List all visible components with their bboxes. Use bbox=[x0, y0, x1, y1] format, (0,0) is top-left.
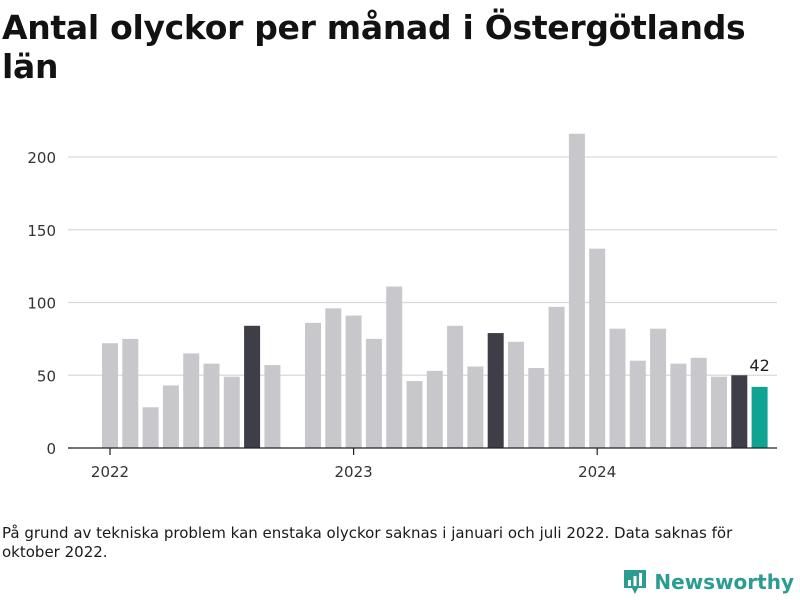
chart-title: Antal olyckor per månad i Östergötlands … bbox=[2, 8, 746, 86]
bar bbox=[122, 338, 139, 448]
bar bbox=[264, 365, 281, 448]
bar bbox=[345, 315, 362, 448]
x-tick-label: 2024 bbox=[578, 463, 616, 481]
bar bbox=[142, 407, 159, 448]
bar bbox=[365, 338, 382, 448]
bar bbox=[406, 381, 423, 448]
bar bbox=[244, 325, 261, 448]
bar bbox=[609, 328, 626, 448]
footnote: På grund av tekniska problem kan enstaka… bbox=[2, 524, 733, 561]
x-tick-label: 2023 bbox=[335, 463, 373, 481]
bar bbox=[670, 363, 687, 448]
y-tick-label: 200 bbox=[27, 149, 56, 167]
x-tick-label: 2022 bbox=[91, 463, 129, 481]
bar bbox=[548, 306, 565, 448]
bar bbox=[629, 360, 646, 448]
newsworthy-logo-icon bbox=[624, 570, 647, 594]
bar bbox=[690, 357, 707, 448]
bar bbox=[426, 370, 443, 448]
bar bbox=[731, 375, 748, 448]
bar bbox=[203, 363, 220, 448]
bar bbox=[467, 366, 484, 448]
bar bbox=[162, 385, 179, 448]
bar bbox=[711, 376, 727, 448]
y-tick-label: 100 bbox=[27, 295, 56, 313]
axes: 0 50 100 150 200 2022 2023 2024 bbox=[27, 149, 777, 481]
bar bbox=[650, 328, 667, 448]
bar bbox=[589, 248, 606, 448]
bar bbox=[305, 322, 321, 448]
bar bbox=[325, 308, 342, 448]
bar bbox=[487, 333, 504, 448]
bar bbox=[223, 376, 240, 448]
bar bbox=[528, 367, 545, 448]
gridlines bbox=[68, 156, 777, 376]
value-label: 42 bbox=[749, 356, 769, 375]
bar bbox=[508, 341, 524, 448]
y-tick-label: 50 bbox=[37, 367, 56, 385]
bars: 42 bbox=[102, 133, 770, 448]
bar bbox=[386, 286, 403, 448]
bar-chart: 42 0 50 100 150 200 2022 2023 2024 bbox=[27, 133, 777, 481]
brand-name: Newsworthy bbox=[654, 570, 794, 594]
bar bbox=[751, 386, 768, 448]
bar bbox=[102, 343, 118, 448]
y-tick-label: 0 bbox=[46, 440, 56, 458]
bar bbox=[447, 325, 464, 448]
bar bbox=[183, 353, 200, 448]
y-tick-label: 150 bbox=[27, 222, 56, 240]
brand-logo[interactable]: Newsworthy bbox=[622, 568, 794, 596]
bar bbox=[568, 133, 585, 448]
